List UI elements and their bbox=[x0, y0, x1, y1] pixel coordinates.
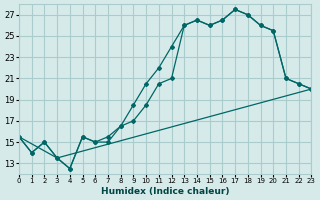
X-axis label: Humidex (Indice chaleur): Humidex (Indice chaleur) bbox=[101, 187, 229, 196]
